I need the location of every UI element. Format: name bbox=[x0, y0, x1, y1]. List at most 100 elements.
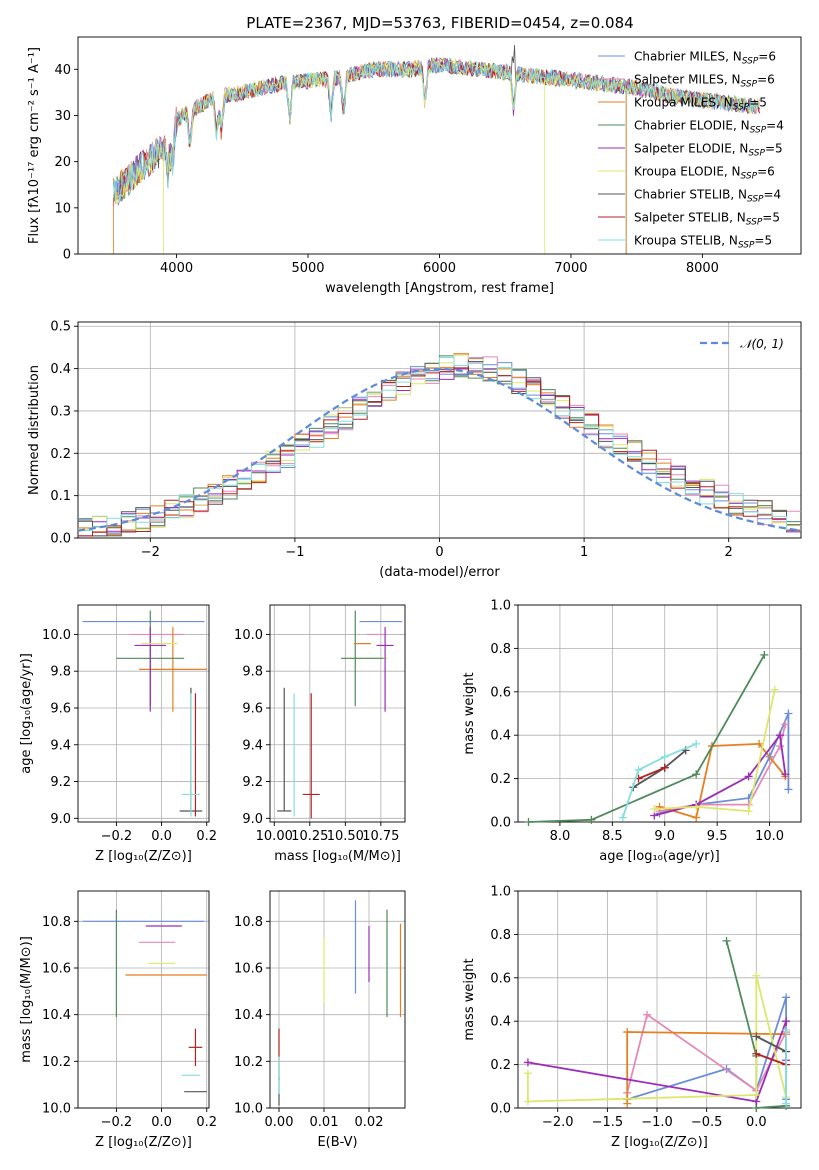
y-axis-label: mass weight bbox=[462, 672, 477, 754]
legend-text: =5 bbox=[754, 234, 772, 248]
x-tick-label: 0.01 bbox=[310, 1115, 339, 1130]
weight-point-marker bbox=[781, 720, 790, 729]
weight-vs-age-panel: 8.0 8.5 9.0 9.5 10.0 0.0 0.2 0.4 0.6 0.8 1.0 age [l… bbox=[462, 599, 802, 864]
y-tick-label: 0 bbox=[63, 248, 71, 263]
y-tick-label: 0.1 bbox=[50, 489, 71, 504]
x-axis-label: E(B-V) bbox=[317, 1135, 357, 1150]
x-tick-label: 9.0 bbox=[654, 829, 675, 844]
weight-point-marker bbox=[744, 807, 753, 816]
axes-frame bbox=[77, 890, 210, 1109]
y-tick-label: 1.0 bbox=[490, 599, 511, 614]
legend-text: Salpeter ELODIE, N bbox=[634, 142, 748, 156]
x-tick-label: 0.0 bbox=[151, 829, 172, 844]
weight-series-line bbox=[621, 743, 697, 818]
weight-point-marker bbox=[776, 731, 785, 740]
x-tick-label: 1 bbox=[580, 545, 588, 560]
weight-point-marker bbox=[784, 785, 793, 794]
legend-label: Chabrier MILES, NSSP=6 bbox=[634, 50, 776, 67]
y-tick-label: 0.4 bbox=[50, 362, 71, 377]
weight-series-line bbox=[659, 713, 790, 815]
axes-frame bbox=[77, 321, 802, 539]
normal-curve bbox=[78, 367, 801, 532]
x-axis-label: Z [log₁₀(Z/Z⊙)] bbox=[95, 849, 192, 864]
axes-frame bbox=[269, 890, 406, 1109]
y-tick-label: 9.2 bbox=[242, 775, 263, 790]
x-tick-label: 10.25 bbox=[291, 829, 328, 844]
mass-vs-extinction-panel: 0.00 0.01 0.02 10.0 10.2 10.4 10.6 10.8 E(B-V) bbox=[234, 890, 406, 1150]
spectrum-panel: 4000 5000 6000 7000 8000 0 10 20 30 40 wavelength … bbox=[27, 36, 802, 296]
x-tick-label: 8.5 bbox=[602, 829, 623, 844]
spectrum-series-line bbox=[113, 57, 760, 254]
legend-label: Salpeter ELODIE, NSSP=5 bbox=[634, 142, 783, 159]
x-tick-label: 0.2 bbox=[196, 1115, 217, 1130]
x-tick-label: 0.02 bbox=[355, 1115, 384, 1130]
y-axis-label: mass weight bbox=[462, 958, 477, 1040]
weight-point-marker bbox=[523, 1097, 532, 1106]
y-tick-label: 10 bbox=[54, 201, 71, 216]
y-tick-label: 10.0 bbox=[234, 1102, 263, 1117]
x-axis-label: wavelength [Angstrom, rest frame] bbox=[325, 281, 554, 296]
y-tick-label: 0.0 bbox=[490, 816, 511, 831]
weight-point-marker bbox=[770, 685, 779, 694]
weight-point-marker bbox=[752, 971, 761, 980]
y-tick-label: 10.8 bbox=[42, 915, 71, 930]
legend-text: =6 bbox=[757, 165, 775, 179]
legend-text: Chabrier STELIB, N bbox=[634, 188, 747, 202]
legend-subscript: SSP bbox=[746, 218, 763, 228]
x-tick-label: 2 bbox=[725, 545, 733, 560]
weight-point-marker bbox=[752, 1090, 761, 1099]
axes-frame bbox=[77, 604, 210, 823]
weight-point-marker bbox=[523, 1069, 532, 1078]
axes-frame bbox=[269, 604, 406, 823]
weight-point-marker bbox=[692, 770, 701, 779]
x-tick-label: −2 bbox=[141, 545, 160, 560]
x-tick-label: −0.2 bbox=[101, 829, 133, 844]
x-tick-label: 0.00 bbox=[265, 1115, 294, 1130]
weight-point-marker bbox=[722, 936, 731, 945]
legend-label: Chabrier STELIB, NSSP=4 bbox=[634, 188, 781, 205]
y-tick-label: 20 bbox=[54, 155, 71, 170]
y-tick-label: 0.2 bbox=[50, 447, 71, 462]
weight-point-marker bbox=[650, 804, 659, 813]
y-tick-label: 10.2 bbox=[42, 1055, 71, 1070]
legend-text: =6 bbox=[757, 73, 775, 87]
x-tick-label: −1.0 bbox=[641, 1115, 673, 1130]
weight-point-marker bbox=[781, 770, 790, 779]
axes-frame bbox=[517, 890, 802, 1109]
y-tick-label: 0.3 bbox=[50, 404, 71, 419]
x-tick-label: 8.0 bbox=[550, 829, 571, 844]
legend-text: Kroupa MILES, N bbox=[634, 96, 733, 110]
x-axis-label: (data-model)/error bbox=[379, 565, 500, 580]
x-tick-label: 0.2 bbox=[196, 829, 217, 844]
figure-title: PLATE=2367, MJD=53763, FIBERID=0454, z=0… bbox=[246, 14, 633, 32]
y-axis-label: Normed distribution bbox=[27, 365, 42, 495]
legend-text: =5 bbox=[765, 142, 783, 156]
x-tick-label: −1.5 bbox=[592, 1115, 624, 1130]
weight-point-marker bbox=[752, 1049, 761, 1058]
weight-series-line bbox=[659, 742, 787, 819]
weight-point-marker bbox=[776, 742, 785, 751]
weight-point-marker bbox=[782, 993, 791, 1002]
legend-text: Salpeter MILES, N bbox=[634, 73, 741, 87]
y-tick-label: 9.8 bbox=[242, 665, 263, 680]
weight-point-marker bbox=[660, 763, 669, 772]
y-tick-label: 0.4 bbox=[490, 1015, 511, 1030]
legend-text: Kroupa ELODIE, N bbox=[634, 165, 741, 179]
x-axis-label: Z [log₁₀(Z/Z⊙)] bbox=[611, 1135, 708, 1150]
y-tick-label: 9.4 bbox=[50, 738, 71, 753]
weight-point-marker bbox=[587, 815, 596, 824]
y-tick-label: 9.6 bbox=[242, 701, 263, 716]
y-axis-label: mass [log₁₀(M/M⊙)] bbox=[19, 936, 34, 1063]
legend-subscript: SSP bbox=[741, 172, 758, 182]
x-tick-label: −2.0 bbox=[542, 1115, 574, 1130]
y-tick-label: 10.0 bbox=[234, 628, 263, 643]
weight-series-line bbox=[654, 689, 776, 813]
y-tick-label: 10.2 bbox=[234, 1055, 263, 1070]
x-tick-label: 6000 bbox=[423, 261, 456, 276]
legend-text: =4 bbox=[766, 119, 784, 133]
weight-point-marker bbox=[643, 1010, 652, 1019]
y-axis-label: age [log₁₀(age/yr)] bbox=[19, 653, 34, 774]
residual-histogram-panel: −2 −1 0 1 2 0.0 0.1 0.2 0.3 0.4 0.5 (data-model)/er… bbox=[27, 320, 802, 580]
